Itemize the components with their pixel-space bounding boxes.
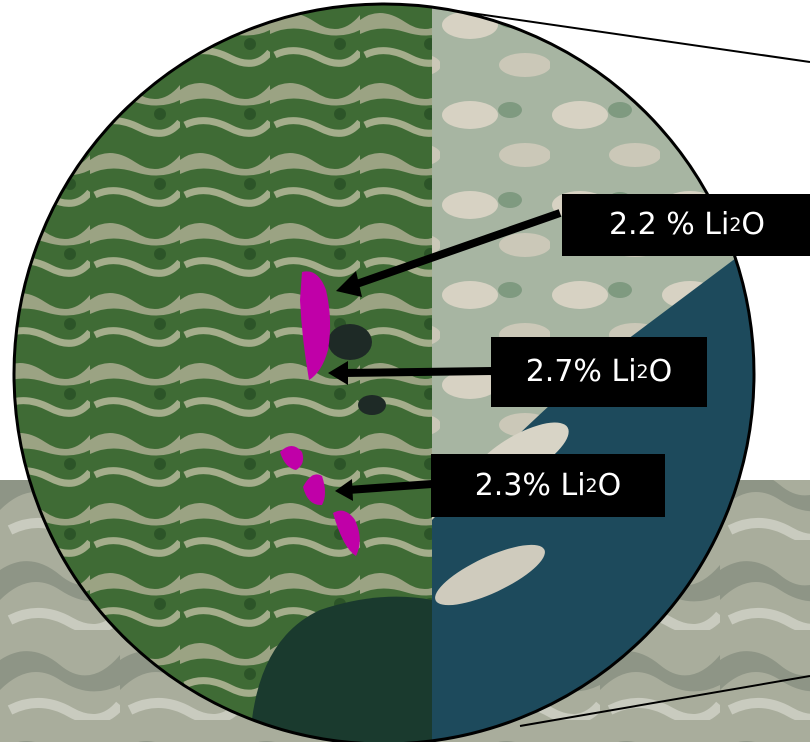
zoom-connector-top <box>435 7 810 63</box>
zoom-connector-bottom <box>519 675 810 727</box>
species-tail: O <box>597 467 622 503</box>
pond <box>358 395 386 415</box>
species-main: Li <box>704 207 730 242</box>
lithium-deposit <box>300 271 331 380</box>
callout-arrows <box>328 209 562 501</box>
arrow-shaft <box>346 209 562 291</box>
arrow-head <box>336 271 362 297</box>
species-main: Li <box>611 354 637 389</box>
lithium-deposit <box>280 446 304 470</box>
lake-water-left <box>250 596 432 742</box>
island-outcrop <box>435 544 545 606</box>
species-main: Li <box>560 467 586 503</box>
arrow-shaft <box>347 480 433 494</box>
grade-label-22: 2.2 % Li 2 O <box>562 194 810 256</box>
pond <box>328 324 372 360</box>
grade-label-27: 2.7% Li 2 O <box>491 337 707 407</box>
species-tail: O <box>741 207 766 242</box>
species-tail: O <box>648 354 673 389</box>
lithium-deposit <box>303 474 325 506</box>
arrow-shaft <box>341 367 493 377</box>
lithium-deposit <box>333 510 360 556</box>
grade-value: 2.2 % <box>608 207 695 242</box>
grade-value: 2.7% <box>525 354 602 389</box>
grade-value: 2.3% <box>474 467 551 503</box>
lens-border <box>12 2 756 742</box>
grade-label-23: 2.3% Li 2 O <box>431 454 665 517</box>
arrow-head <box>328 361 348 385</box>
arrow-head <box>335 479 353 501</box>
